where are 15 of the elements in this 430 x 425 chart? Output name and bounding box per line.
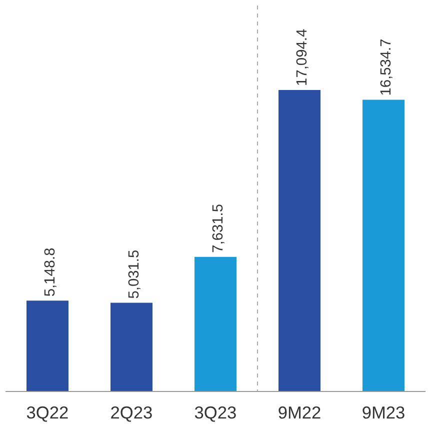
- x-tick-label: 9M23: [362, 402, 406, 422]
- x-tick-label: 3Q23: [194, 402, 237, 422]
- x-tick-label: 2Q23: [110, 402, 153, 422]
- x-tick-label: 9M22: [278, 402, 322, 422]
- data-label: 5,148.8: [42, 248, 58, 297]
- data-label: 17,094.4: [294, 28, 310, 86]
- bar: [278, 90, 320, 392]
- data-label: 16,534.7: [378, 38, 394, 96]
- bar: [110, 302, 152, 392]
- bar: [26, 300, 68, 392]
- data-label: 5,031.5: [126, 250, 142, 299]
- x-tick-label: 3Q22: [26, 402, 69, 422]
- data-label: 7,631.5: [210, 204, 226, 253]
- bar: [194, 256, 236, 392]
- bar: [362, 100, 404, 392]
